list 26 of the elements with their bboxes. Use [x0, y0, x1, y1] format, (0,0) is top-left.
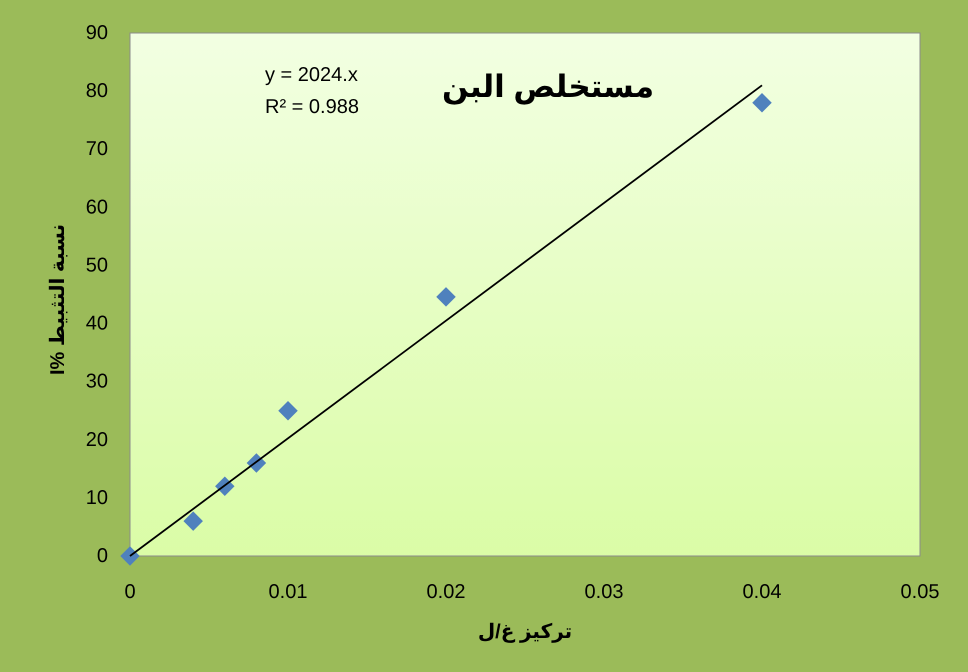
x-tick-label: 0 [124, 581, 136, 603]
point [436, 287, 456, 307]
annotation: R² = 0.988 [265, 96, 359, 118]
x-tick-label: 0.01 [268, 581, 308, 603]
y-tick-label: 0 [96, 545, 108, 567]
x-tick-label: 0.02 [426, 581, 466, 603]
x-tick-label: 0.03 [584, 581, 624, 603]
y-tick-label: 20 [86, 428, 108, 451]
y-tick-label: 70 [86, 138, 108, 160]
y-tick-label: 50 [86, 254, 108, 276]
x-tick-label: 0.05 [900, 581, 940, 603]
point [183, 511, 203, 531]
y-tick-label: 90 [86, 22, 108, 44]
y-tick-label: 60 [86, 196, 108, 218]
point [752, 92, 772, 112]
x-axis-title: تركيز غ/ل [478, 621, 572, 643]
y-axis-title: نسبة التثبيط %I [47, 224, 69, 376]
point [278, 400, 298, 420]
y-tick-label: 30 [86, 370, 108, 393]
y-tick-label: 10 [86, 486, 108, 509]
point [120, 546, 140, 566]
x-tick-label: 0.04 [742, 581, 782, 603]
text: مستخلص البن [442, 68, 654, 104]
y-tick-label: 80 [86, 80, 108, 102]
y-tick-label: 40 [86, 312, 108, 335]
annotation: y = 2024.x [265, 64, 358, 86]
